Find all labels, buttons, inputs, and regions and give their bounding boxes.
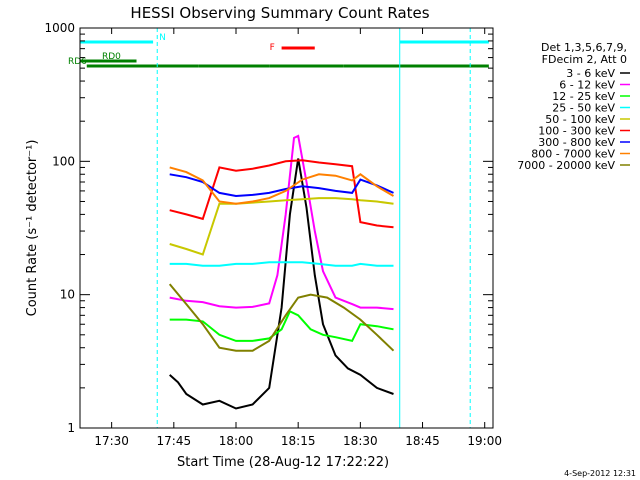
y-tick-label-0: 1 <box>67 421 75 435</box>
series-line-2 <box>169 309 394 343</box>
x-axis: 17:30 17:45 18:00 18:15 18:30 18:45 19:00 <box>94 28 502 448</box>
x-tick-label-0: 17:30 <box>94 434 129 448</box>
x-tick-label-1: 17:45 <box>157 434 192 448</box>
x-tick-label-2: 18:00 <box>219 434 254 448</box>
x-tick-label-3: 18:15 <box>281 434 316 448</box>
series-line-0 <box>169 158 394 410</box>
series-group <box>168 134 395 410</box>
flag-bars: N F RD0 RD6 <box>68 33 489 68</box>
y-tick-label-3: 1000 <box>44 21 75 35</box>
y-tick-label-1: 10 <box>60 288 75 302</box>
x-tick-label-4: 18:30 <box>343 434 378 448</box>
x-axis-label: Start Time (28-Aug-12 17:22:22) <box>177 455 389 470</box>
series-line-1 <box>169 134 394 311</box>
legend-label-6: 300 - 800 keV <box>538 136 615 149</box>
legend-header-1: FDecim 2, Att 0 <box>542 53 627 66</box>
series-line-5 <box>169 159 394 229</box>
legend-label-1: 6 - 12 keV <box>559 79 615 92</box>
series-line-8 <box>168 283 395 352</box>
legend: Det 1,3,5,6,7,9,FDecim 2, Att 03 - 6 keV… <box>517 41 630 172</box>
chart-title: HESSI Observing Summary Count Rates <box>130 4 429 22</box>
legend-label-7: 800 - 7000 keV <box>531 148 615 161</box>
x-tick-label-6: 19:00 <box>467 434 502 448</box>
series-line-6 <box>169 173 394 198</box>
series-line-7 <box>169 166 395 205</box>
y-axis-label: Count Rate (s⁻¹ detector⁻¹) <box>25 140 40 317</box>
x-tick-label-5: 18:45 <box>405 434 440 448</box>
flag-label-1: F <box>270 43 275 53</box>
series-line-3 <box>169 261 394 267</box>
legend-label-5: 100 - 300 keV <box>538 125 615 138</box>
y-axis: 1 10 100 1000 <box>44 21 493 435</box>
legend-label-4: 50 - 100 keV <box>545 113 615 126</box>
legend-label-3: 25 - 50 keV <box>552 102 615 115</box>
flag-label-0: N <box>159 33 166 43</box>
legend-label-2: 12 - 25 keV <box>552 90 615 103</box>
flag-label-3: RD6 <box>68 57 87 67</box>
legend-label-8: 7000 - 20000 keV <box>517 159 615 172</box>
y-tick-label-2: 100 <box>52 154 75 168</box>
legend-header-0: Det 1,3,5,6,7,9, <box>541 41 627 54</box>
plot-frame <box>79 27 494 429</box>
spacecraft-markers <box>79 28 471 428</box>
flag-label-2: RD0 <box>102 52 121 62</box>
timestamp: 4-Sep-2012 12:31 <box>564 469 636 478</box>
legend-label-0: 3 - 6 keV <box>566 67 615 80</box>
